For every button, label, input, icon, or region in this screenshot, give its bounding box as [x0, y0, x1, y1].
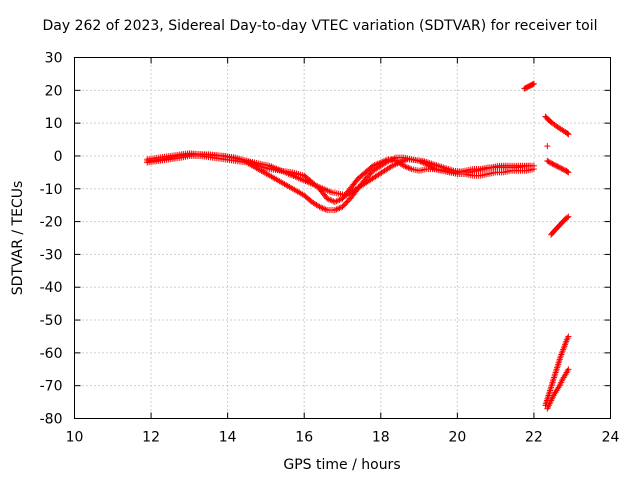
y-tick-label: -40 [40, 280, 63, 296]
data-point [527, 162, 534, 169]
y-tick-label: -70 [40, 379, 63, 395]
data-point [546, 159, 553, 166]
data-point [564, 214, 571, 221]
data-point [366, 171, 373, 178]
data-point [557, 164, 564, 171]
data-point [554, 163, 561, 170]
data-point [560, 166, 567, 173]
y-tick-label: 0 [54, 149, 63, 165]
data-point [530, 80, 537, 87]
y-tick-label: -80 [40, 412, 63, 428]
data-points [144, 80, 572, 412]
x-tick-label: 16 [295, 430, 313, 446]
data-point [344, 198, 351, 205]
data-point [553, 162, 560, 169]
data-point [565, 131, 572, 138]
data-point [365, 173, 372, 180]
y-tick-label: 30 [45, 51, 63, 67]
grid [74, 57, 611, 419]
data-point [367, 170, 374, 177]
y-tick-label: 10 [45, 116, 63, 132]
y-axis-label: SDTVAR / TECUs [10, 180, 26, 296]
data-point [565, 366, 572, 373]
data-point [564, 130, 571, 137]
data-point [551, 162, 558, 169]
data-point [555, 164, 562, 171]
data-point [565, 213, 572, 220]
x-tick-label: 22 [525, 430, 543, 446]
data-point [339, 203, 346, 210]
data-point [343, 199, 350, 206]
y-tick-label: 20 [45, 83, 63, 99]
data-point [558, 165, 565, 172]
data-point [342, 201, 349, 208]
plot-frame [74, 57, 611, 419]
data-point [549, 160, 556, 167]
data-point [550, 161, 557, 168]
x-tick-label: 10 [66, 430, 84, 446]
data-point [544, 143, 551, 150]
ticks: 10 12 14 16 18 20 22 24 30 20 10 0 -10 -20 -30 -40 -50 -6… [40, 51, 620, 446]
x-tick-label: 18 [372, 430, 390, 446]
data-point [565, 169, 572, 176]
chart-title: Day 262 of 2023, Sidereal Day-to-day VTE… [42, 18, 598, 34]
data-point [565, 333, 572, 340]
x-tick-label: 20 [448, 430, 466, 446]
y-tick-label: -10 [40, 182, 63, 198]
x-tick-label: 14 [219, 430, 237, 446]
data-point [564, 168, 571, 175]
y-tick-label: -60 [40, 346, 63, 362]
data-point [559, 166, 566, 173]
data-point [548, 160, 555, 167]
data-point [340, 202, 347, 209]
y-tick-label: -30 [40, 247, 63, 263]
data-point [530, 166, 537, 173]
data-point [363, 174, 370, 181]
x-tick-label: 24 [602, 430, 620, 446]
y-tick-label: -20 [40, 215, 63, 231]
x-tick-label: 12 [142, 430, 160, 446]
x-axis-label: GPS time / hours [283, 457, 401, 473]
y-tick-label: -50 [40, 313, 63, 329]
